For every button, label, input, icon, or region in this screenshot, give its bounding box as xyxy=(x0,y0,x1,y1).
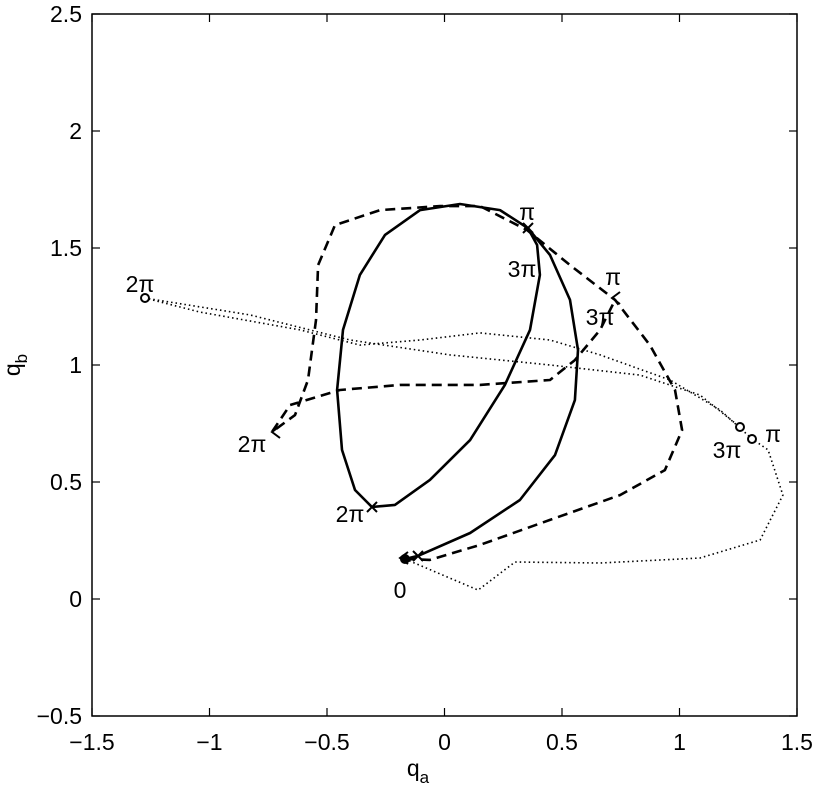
y-tick-label: −0.5 xyxy=(37,703,82,729)
arrow-marker xyxy=(398,551,409,565)
y-tick-label: 1 xyxy=(69,352,82,378)
y-tick-label: 1.5 xyxy=(50,235,82,261)
annotation: 3π xyxy=(713,437,742,463)
x-label-sub: a xyxy=(420,768,430,787)
x-tick-label: 0.5 xyxy=(546,729,578,755)
x-tick-label: −1.5 xyxy=(69,729,114,755)
y-tick-label: 0 xyxy=(69,586,82,612)
x-tick-label: −1 xyxy=(196,729,222,755)
marker-circle xyxy=(747,434,757,444)
annotation: 2π xyxy=(336,501,365,527)
y-axis-label: qb xyxy=(0,354,31,376)
trajectory-line xyxy=(335,202,580,561)
x-tick-label: 1.5 xyxy=(781,729,813,755)
annotation: 2π xyxy=(126,271,155,297)
y-label-main: q xyxy=(0,363,25,376)
x-marker xyxy=(412,550,424,562)
x-axis-label: qa xyxy=(407,755,430,787)
x-tick-label: 0 xyxy=(438,729,451,755)
marker-circle xyxy=(735,422,745,432)
x-tick-label: 1 xyxy=(673,729,686,755)
trajectory-line xyxy=(270,204,684,562)
y-label-sub: b xyxy=(12,354,31,363)
plot-frame xyxy=(91,13,798,717)
annotation: 0 xyxy=(394,577,407,603)
annotation: 3π xyxy=(508,256,537,282)
x-marker xyxy=(522,222,534,234)
y-tick-label: 2 xyxy=(69,118,82,144)
x-marker xyxy=(366,501,378,513)
x-label-main: q xyxy=(407,755,420,781)
annotation: 2π xyxy=(238,431,267,457)
annotation: π xyxy=(519,199,535,225)
annotation: π xyxy=(605,264,621,290)
arrow-marker xyxy=(270,425,281,439)
arrow-marker xyxy=(610,291,621,305)
annotation: 3π xyxy=(586,304,615,330)
y-tick-label: 0.5 xyxy=(50,469,82,495)
y-tick-label: 2.5 xyxy=(50,1,82,27)
x-tick-label: −0.5 xyxy=(304,729,349,755)
marker-circle xyxy=(140,293,150,303)
annotation: π xyxy=(765,421,781,447)
